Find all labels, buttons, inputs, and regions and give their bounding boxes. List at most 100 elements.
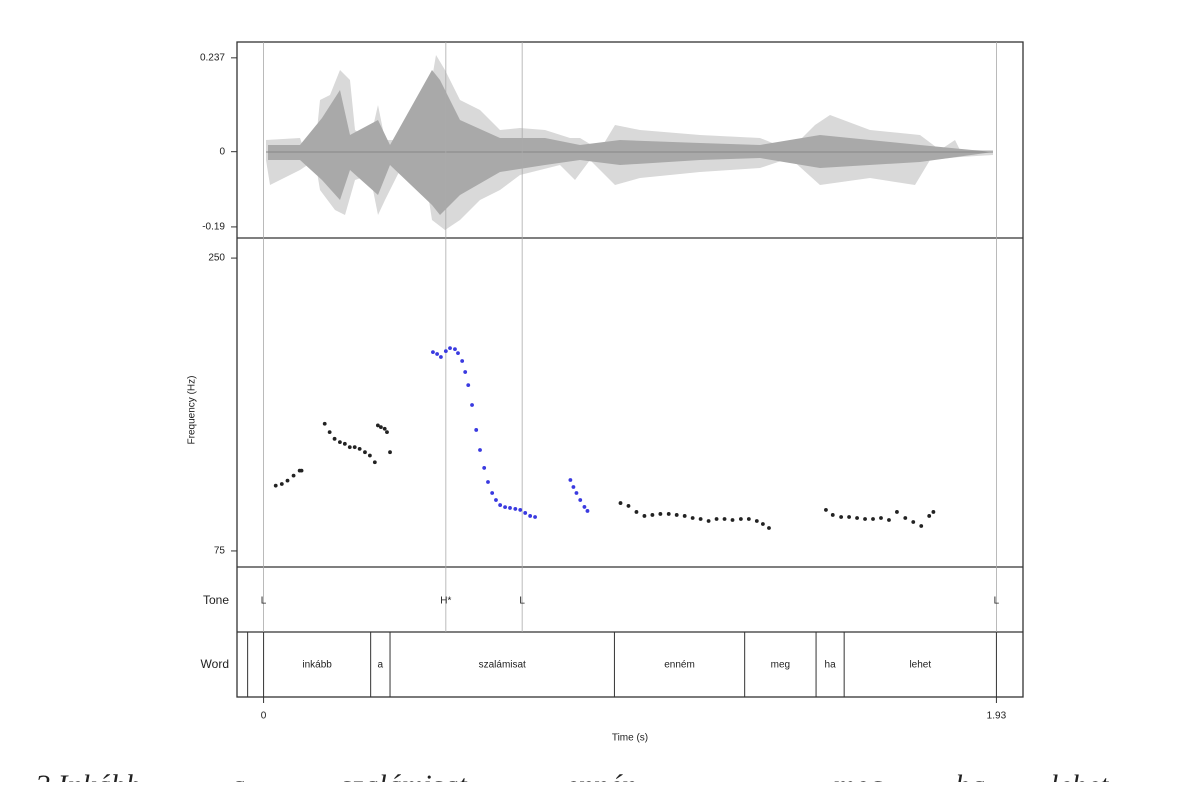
pitch-point [490, 491, 495, 495]
pitch-point [931, 510, 936, 514]
pitch-point [895, 510, 899, 514]
pitch-point [903, 516, 908, 520]
pitch-point [919, 524, 924, 528]
pitch-point [911, 520, 916, 524]
pitch-point [618, 501, 623, 505]
pitch-point [347, 445, 352, 450]
waveform [266, 55, 993, 230]
pitch-point [855, 516, 859, 520]
pitch-point [523, 511, 528, 515]
pitch-point [285, 478, 290, 483]
pitch-point [927, 514, 932, 518]
pitch-point [698, 517, 703, 521]
word-label: enném [664, 660, 695, 671]
pitch-point [382, 426, 387, 431]
word-label: inkább [302, 660, 332, 671]
pitch-point [443, 349, 448, 354]
pitch-point [332, 436, 337, 441]
y-tick-label: 75 [214, 546, 226, 557]
pitch-point [372, 460, 377, 465]
pitch-point [767, 526, 771, 530]
caption-word: szalámisat [340, 769, 467, 782]
pitch-point [299, 468, 304, 473]
x-tick-label: 1.93 [987, 711, 1007, 722]
pitch-point [830, 513, 835, 517]
pitch-point [494, 498, 498, 502]
pitch-point [674, 513, 679, 517]
pitch-point [463, 370, 468, 374]
pitch-point [533, 515, 537, 519]
caption-word: lehet [1050, 769, 1109, 782]
pitch-point [363, 450, 367, 455]
pitch-point [722, 517, 727, 521]
word-label: meg [771, 660, 790, 671]
pitch-point [839, 515, 844, 519]
frame [236, 41, 1024, 698]
pitch-point [682, 514, 687, 518]
pitch-point [690, 516, 695, 520]
pitch-point [338, 440, 342, 445]
waveform-core [268, 70, 993, 215]
pitch-point [327, 430, 332, 435]
pitch-point [706, 519, 711, 523]
pitch-point [456, 351, 460, 356]
x-axis-label: Time (s) [612, 733, 648, 744]
caption-word: ha [955, 769, 985, 782]
pitch-point [478, 448, 482, 452]
pitch-point [375, 423, 380, 428]
pitch-point [367, 453, 372, 458]
pitch-point [642, 514, 647, 518]
caption-word: a [230, 769, 245, 782]
pitch-point [518, 508, 523, 512]
pitch-point [760, 522, 765, 526]
pitch-point [754, 519, 759, 523]
pitch-point [379, 425, 383, 429]
pitch-point [291, 473, 296, 478]
y-tick-label: 250 [208, 253, 225, 264]
tone-label: L [994, 596, 1000, 607]
pitch-point [528, 514, 533, 518]
word-label: ha [825, 660, 837, 671]
pitch-point [871, 517, 875, 521]
pitch-point [634, 510, 639, 514]
pitch-point [273, 483, 278, 488]
tone-label: H* [440, 596, 451, 607]
pitch-point [571, 485, 576, 489]
pitch-point [342, 441, 347, 446]
pitch-point [508, 506, 512, 510]
pitch-point [746, 517, 751, 521]
pitch-point [498, 503, 503, 507]
pitch-point [466, 383, 471, 387]
pitch-point [738, 517, 743, 521]
pitch-point [582, 505, 587, 509]
caption-word: ennén [565, 769, 637, 782]
y-tick-label: -0.19 [202, 222, 225, 233]
x-tick-label: 0 [261, 711, 267, 722]
y-axis-label: Frequency (Hz) [187, 376, 198, 445]
pitch-point [574, 491, 579, 495]
pitch-point [385, 430, 389, 435]
tone-label: L [519, 596, 525, 607]
word-label: szalámisat [479, 660, 526, 671]
pitch-point [503, 505, 507, 509]
pitch-point [887, 518, 891, 522]
pitch-point [847, 515, 851, 519]
pitch-point [714, 517, 719, 521]
pitch-point [585, 509, 590, 513]
pitch-point [650, 513, 655, 517]
pitch-point [486, 480, 490, 484]
pitch-point [666, 512, 671, 516]
y-tick-label: 0.237 [200, 52, 225, 63]
pitch-point [470, 403, 474, 407]
pitch-point [460, 359, 465, 363]
pitch-point [352, 445, 357, 450]
pitch-point [482, 466, 487, 470]
pitch-point [568, 478, 573, 482]
pitch-point [863, 517, 867, 521]
word-label: lehet [909, 660, 931, 671]
pitch-point [388, 450, 392, 455]
tier-label: Tone [203, 593, 229, 607]
word-label: a [378, 660, 384, 671]
pitch-point [435, 352, 440, 356]
pitch-point [578, 498, 583, 502]
